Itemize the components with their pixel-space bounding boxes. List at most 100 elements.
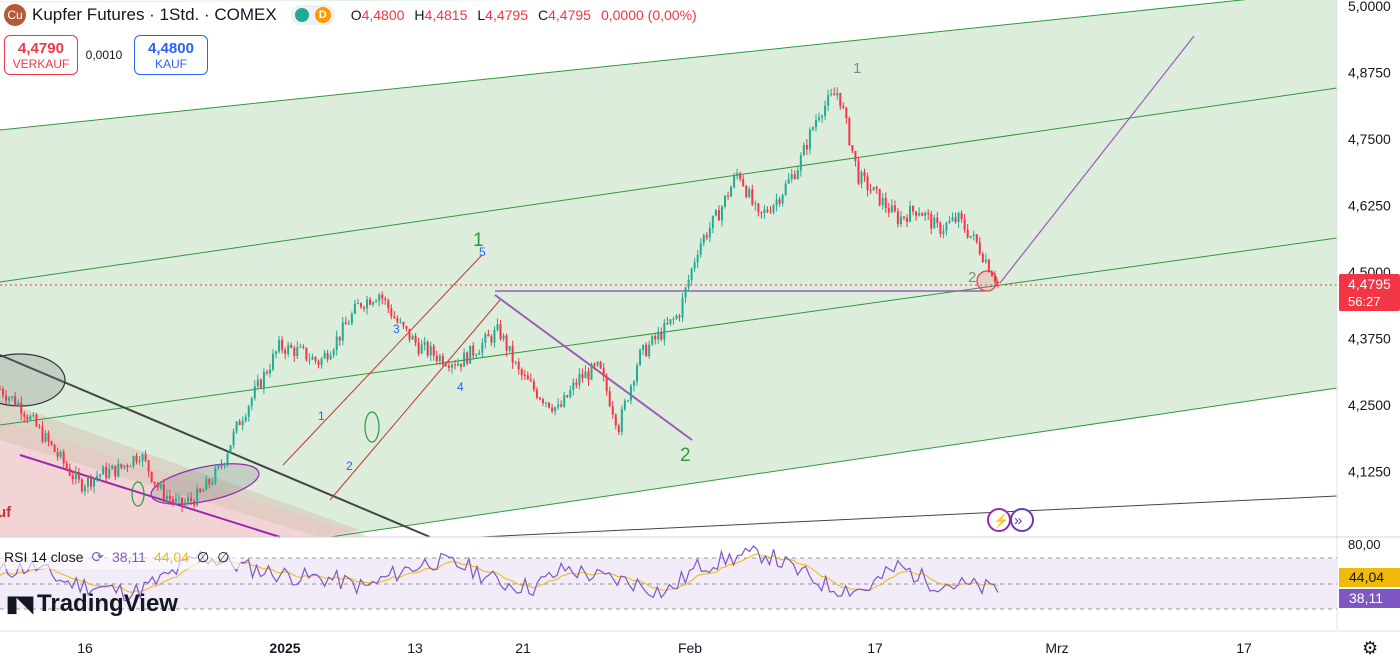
candle-body	[93, 478, 96, 487]
candle-body	[296, 347, 299, 357]
rsi-legend[interactable]: RSI 14 close ⟳ 38,11 44,04 ∅ ∅	[0, 545, 242, 569]
candle-body	[541, 399, 544, 403]
candle-body	[696, 254, 699, 263]
candle-body	[632, 381, 635, 386]
rsi-value: 38,11	[111, 549, 146, 565]
copper-logo: Cu	[4, 4, 26, 26]
candle-body	[350, 313, 353, 324]
candle-body	[268, 369, 271, 374]
candle-body	[366, 299, 369, 309]
candle-body	[320, 358, 323, 366]
settings-gear-icon[interactable]: ⚙	[1362, 638, 1379, 658]
candle-body	[811, 127, 814, 130]
candle-body	[408, 328, 411, 340]
candle-body	[344, 322, 347, 325]
candle-body	[975, 234, 978, 243]
candle-body	[8, 397, 11, 401]
candle-body	[490, 336, 493, 343]
candle-body	[981, 253, 984, 263]
ellipse-marker-4	[131, 481, 145, 507]
candle-body	[690, 268, 693, 281]
candle-body	[120, 463, 123, 468]
time-tick-label: Mrz	[1045, 640, 1068, 656]
price-tick-label: 4,8750	[1348, 65, 1391, 81]
symbol-header: Cu Kupfer Futures · 1Std. · COMEX D O4,4…	[0, 0, 703, 30]
candle-body	[247, 406, 250, 417]
candle-body	[235, 421, 238, 432]
wave-label: 1	[853, 60, 861, 77]
candle-body	[657, 332, 660, 340]
candle-body	[259, 379, 262, 388]
candle-body	[887, 207, 890, 213]
candle-body	[438, 355, 441, 362]
symbol-title[interactable]: Kupfer Futures · 1Std. · COMEX	[32, 5, 277, 24]
candle-body	[390, 308, 393, 317]
candle-body	[429, 346, 432, 356]
wave-label: 2	[680, 445, 691, 466]
candle-body	[447, 365, 450, 368]
candle-body	[626, 400, 629, 402]
candle-body	[253, 386, 256, 399]
tradingview-logo: ▮◥ TradingView	[6, 590, 178, 617]
candle-body	[878, 188, 881, 206]
candle-body	[196, 488, 199, 506]
candle-body	[723, 195, 726, 207]
candle-body	[896, 211, 899, 225]
candle-body	[466, 352, 469, 364]
buy-button[interactable]: 4,4800 KAUF	[134, 35, 208, 75]
candle-body	[939, 222, 942, 234]
candle-body	[5, 395, 8, 401]
candle-body	[287, 344, 290, 355]
candle-body	[772, 205, 775, 213]
wave-label: 2	[968, 269, 976, 286]
candle-body	[62, 451, 65, 464]
candle-body	[990, 271, 993, 277]
time-tick-label: 16	[77, 640, 93, 656]
candle-body	[208, 479, 211, 485]
candle-body	[587, 371, 590, 380]
candle-body	[147, 460, 150, 472]
empty-set-icon: ∅	[197, 548, 210, 565]
candle-body	[863, 172, 866, 177]
candle-body	[278, 339, 281, 352]
ellipse-marker	[0, 353, 66, 407]
candle-body	[108, 469, 111, 478]
candle-body	[0, 389, 1, 391]
candle-body	[450, 364, 453, 368]
candle-body	[77, 471, 80, 480]
candle-body	[375, 301, 378, 303]
rsi-ma-line	[0, 553, 999, 593]
candle-body	[699, 243, 702, 255]
candle-body	[47, 432, 50, 442]
candle-body	[705, 235, 708, 238]
candle-body	[174, 498, 177, 503]
candle-body	[760, 211, 763, 213]
candle-body	[262, 371, 265, 388]
candle-body	[893, 205, 896, 212]
candle-body	[711, 215, 714, 228]
candle-body	[117, 463, 120, 477]
candle-body	[936, 217, 939, 223]
status-pill[interactable]: D	[290, 5, 335, 25]
candle-body	[396, 318, 399, 323]
candle-body	[168, 495, 171, 499]
candle-body	[669, 319, 672, 324]
candle-body	[444, 364, 447, 366]
price-tick-label: 4,7500	[1348, 131, 1391, 147]
candle-body	[763, 209, 766, 213]
rsi-tick-label: 80,00	[1348, 537, 1381, 552]
candle-body	[181, 497, 184, 506]
candle-body	[915, 211, 918, 216]
candle-body	[790, 174, 793, 179]
candle-body	[890, 205, 893, 213]
rsi-ma-tag	[1339, 568, 1400, 587]
channel-line-3	[329, 387, 1338, 538]
candle-body	[223, 463, 226, 466]
price-tick-label: 4,3750	[1348, 331, 1391, 347]
refresh-icon[interactable]: ⟳	[91, 549, 104, 566]
candle-body	[293, 347, 296, 357]
candle-body	[642, 344, 645, 350]
candle-body	[733, 176, 736, 188]
sell-button[interactable]: 4,4790 VERKAUF	[4, 35, 78, 75]
